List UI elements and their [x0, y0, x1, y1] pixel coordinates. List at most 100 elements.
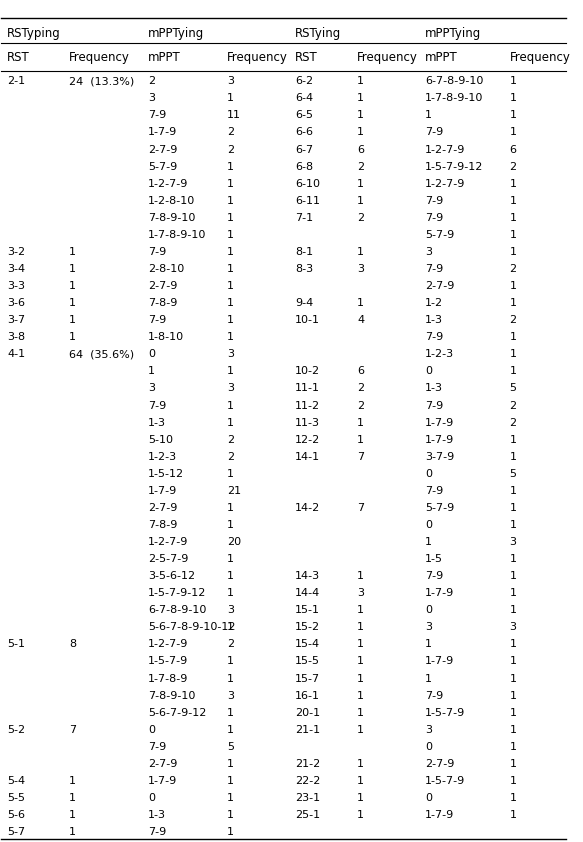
Text: 6-6: 6-6: [295, 127, 313, 137]
Text: 11: 11: [227, 110, 241, 120]
Text: 1-5-7-9-12: 1-5-7-9-12: [425, 162, 483, 172]
Text: 2: 2: [227, 434, 234, 445]
Text: 3: 3: [227, 690, 234, 701]
Text: 3-2: 3-2: [7, 247, 25, 257]
Text: 1-2-7-9: 1-2-7-9: [425, 179, 465, 189]
Text: 12-2: 12-2: [295, 434, 320, 445]
Text: 1: 1: [425, 537, 432, 547]
Text: 1: 1: [357, 93, 364, 104]
Text: 1-7-9: 1-7-9: [148, 776, 177, 786]
Text: 1: 1: [357, 690, 364, 701]
Text: 1: 1: [510, 486, 517, 496]
Text: 1: 1: [227, 674, 234, 684]
Text: 3: 3: [357, 589, 364, 598]
Text: 1: 1: [357, 298, 364, 308]
Text: 5-6: 5-6: [7, 810, 25, 820]
Text: RST: RST: [7, 51, 30, 64]
Text: 1: 1: [510, 298, 517, 308]
Text: 7-9: 7-9: [148, 827, 166, 837]
Text: 6-8: 6-8: [295, 162, 313, 172]
Text: 1: 1: [227, 776, 234, 786]
Text: 15-7: 15-7: [295, 674, 320, 684]
Text: 7-9: 7-9: [425, 195, 443, 205]
Text: 21-1: 21-1: [295, 725, 320, 735]
Text: 1: 1: [425, 110, 432, 120]
Text: 20-1: 20-1: [295, 707, 320, 717]
Text: 1: 1: [510, 759, 517, 769]
Text: 15-4: 15-4: [295, 639, 320, 649]
Text: 1-5-7-9: 1-5-7-9: [425, 776, 465, 786]
Text: 1: 1: [510, 434, 517, 445]
Text: 4: 4: [357, 315, 364, 325]
Text: 11-3: 11-3: [295, 418, 320, 428]
Text: 2: 2: [357, 383, 364, 393]
Text: 1-2-8-10: 1-2-8-10: [148, 195, 195, 205]
Text: 5: 5: [510, 469, 517, 479]
Text: 14-3: 14-3: [295, 571, 320, 581]
Text: 1: 1: [510, 247, 517, 257]
Text: 5: 5: [227, 742, 234, 752]
Text: 1: 1: [227, 247, 234, 257]
Text: 1-2-7-9: 1-2-7-9: [148, 639, 188, 649]
Text: 7-9: 7-9: [425, 333, 443, 342]
Text: 1: 1: [227, 162, 234, 172]
Text: RSTying: RSTying: [295, 27, 341, 40]
Text: 1: 1: [510, 503, 517, 513]
Text: 1: 1: [227, 725, 234, 735]
Text: 14-1: 14-1: [295, 451, 320, 461]
Text: 1: 1: [510, 690, 517, 701]
Text: 1: 1: [357, 195, 364, 205]
Text: 1-8-10: 1-8-10: [148, 333, 184, 342]
Text: Frequency: Frequency: [227, 51, 288, 64]
Text: 7: 7: [357, 503, 364, 513]
Text: 1: 1: [227, 469, 234, 479]
Text: 15-5: 15-5: [295, 657, 320, 667]
Text: 7-9: 7-9: [425, 401, 443, 411]
Text: 5-5: 5-5: [7, 793, 25, 803]
Text: 1-2-7-9: 1-2-7-9: [148, 179, 188, 189]
Text: 2: 2: [510, 401, 517, 411]
Text: 0: 0: [425, 469, 432, 479]
Text: mPPTying: mPPTying: [148, 27, 205, 40]
Text: 1: 1: [227, 179, 234, 189]
Text: 6: 6: [357, 366, 364, 376]
Text: 1: 1: [510, 195, 517, 205]
Text: 4-1: 4-1: [7, 349, 25, 360]
Text: 1: 1: [227, 195, 234, 205]
Text: 2: 2: [357, 401, 364, 411]
Text: 6-2: 6-2: [295, 77, 313, 86]
Text: 6: 6: [357, 145, 364, 155]
Text: 1: 1: [510, 589, 517, 598]
Text: 3: 3: [227, 383, 234, 393]
Text: 1: 1: [510, 707, 517, 717]
Text: 1-5: 1-5: [425, 554, 442, 564]
Text: 1: 1: [357, 110, 364, 120]
Text: 7: 7: [69, 725, 76, 735]
Text: 0: 0: [148, 725, 155, 735]
Text: 2: 2: [227, 639, 234, 649]
Text: 5-10: 5-10: [148, 434, 173, 445]
Text: 7-8-9: 7-8-9: [148, 298, 178, 308]
Text: 1: 1: [357, 657, 364, 667]
Text: 6-10: 6-10: [295, 179, 320, 189]
Text: 1-7-9: 1-7-9: [425, 589, 454, 598]
Text: 2-8-10: 2-8-10: [148, 264, 184, 274]
Text: 1: 1: [357, 776, 364, 786]
Text: 5-7-9: 5-7-9: [148, 162, 177, 172]
Text: mPPTying: mPPTying: [425, 27, 481, 40]
Text: 7-8-9-10: 7-8-9-10: [148, 213, 195, 223]
Text: 2-7-9: 2-7-9: [148, 145, 178, 155]
Text: 1-7-9: 1-7-9: [425, 434, 454, 445]
Text: 11-1: 11-1: [295, 383, 320, 393]
Text: 2: 2: [510, 264, 517, 274]
Text: 3: 3: [148, 383, 155, 393]
Text: 2-5-7-9: 2-5-7-9: [148, 554, 188, 564]
Text: 1-3: 1-3: [425, 383, 442, 393]
Text: 1: 1: [510, 639, 517, 649]
Text: 1: 1: [357, 674, 364, 684]
Text: 21: 21: [227, 486, 241, 496]
Text: 1: 1: [227, 366, 234, 376]
Text: 1: 1: [510, 554, 517, 564]
Text: 24  (13.3%): 24 (13.3%): [69, 77, 135, 86]
Text: 5-7: 5-7: [7, 827, 25, 837]
